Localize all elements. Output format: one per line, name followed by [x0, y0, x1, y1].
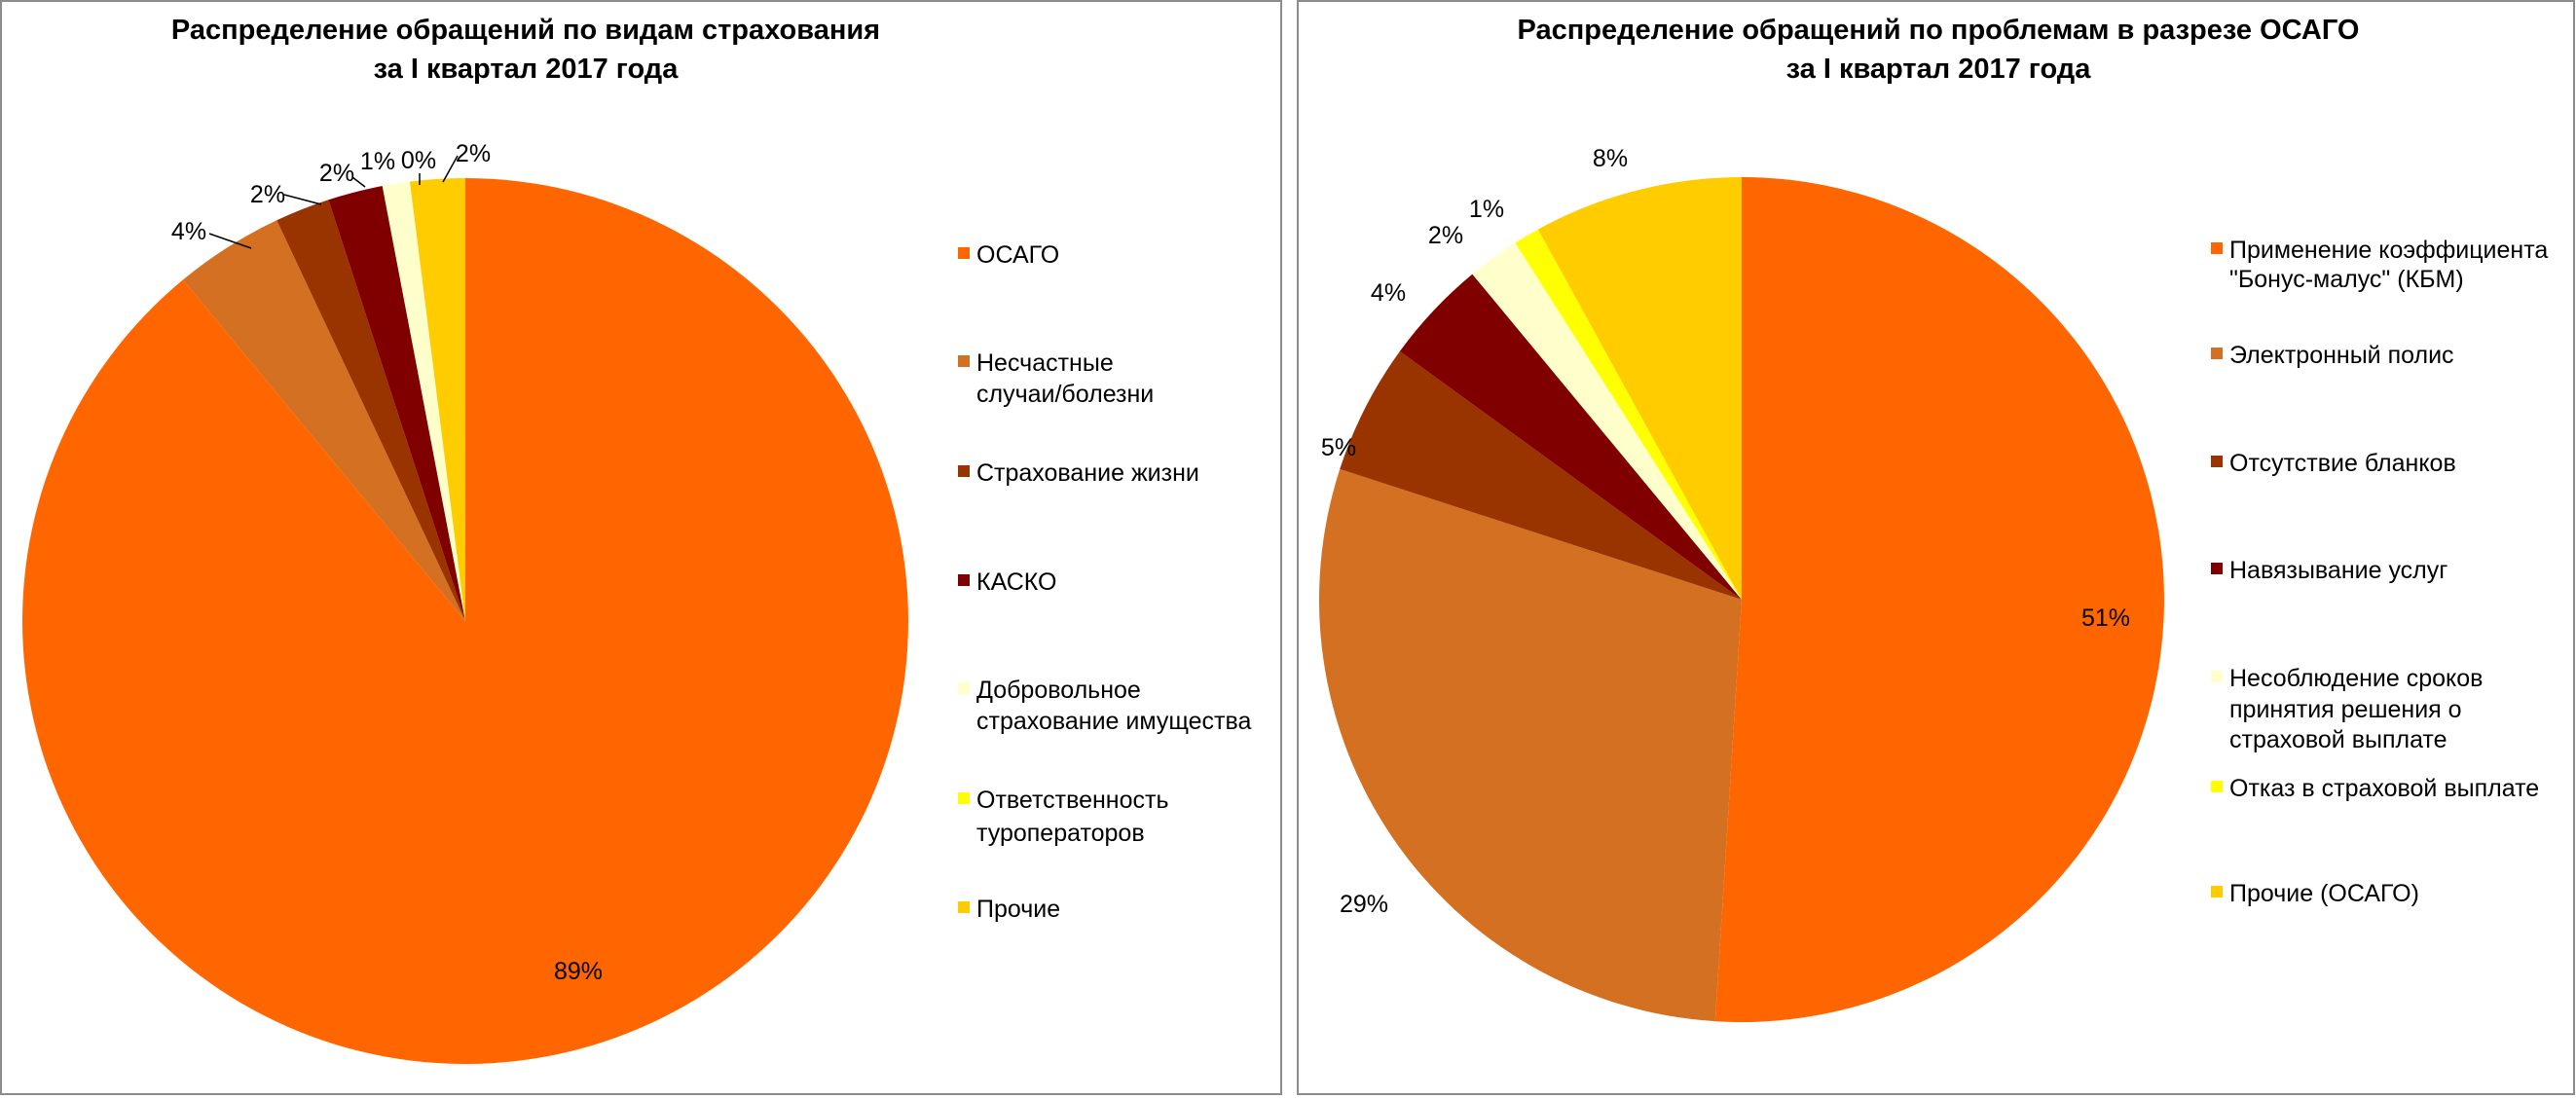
- chart-title-line-1: Распределение обращений по проблемам в р…: [1518, 15, 2360, 46]
- pie-slice[interactable]: [382, 181, 465, 621]
- legend-marker: [2211, 456, 2223, 467]
- pie-slice[interactable]: [21, 178, 908, 1065]
- legend-label: Страхование жизни: [976, 459, 1199, 487]
- pie-slice[interactable]: [1714, 177, 2165, 1022]
- legend-label: Несчастные: [976, 349, 1114, 377]
- pie-slice[interactable]: [1340, 350, 1742, 600]
- data-label: 2%: [1428, 222, 1463, 249]
- legend-item[interactable]: Ответственность туроператоров: [958, 787, 1169, 847]
- osago-problems-pie-chart: Распределение обращений по проблемам в р…: [1318, 15, 2548, 1022]
- legend-marker: [958, 355, 970, 367]
- legend-label: Навязывание услуг: [2229, 557, 2447, 584]
- legend-item[interactable]: Прочие (ОСАГО): [2211, 880, 2419, 907]
- legend-label: Прочие: [976, 896, 1060, 923]
- legend-label: Отсутствие бланков: [2229, 450, 2456, 477]
- pie-slice[interactable]: [1537, 177, 1742, 600]
- legend-label: Несоблюдение сроков: [2229, 665, 2483, 692]
- legend-label: страхование имущества: [976, 708, 1251, 735]
- legend-label: Отказ в страховой выплате: [2229, 775, 2539, 802]
- legend-item[interactable]: Прочие: [958, 896, 1060, 923]
- data-label: 0%: [401, 147, 436, 174]
- legend-label: туроператоров: [976, 820, 1145, 847]
- pie-slice[interactable]: [1318, 468, 1742, 1022]
- chart-title-line-2: за I квартал 2017 года: [1786, 54, 2092, 85]
- legend-marker: [2211, 671, 2223, 682]
- data-label: 1%: [360, 148, 395, 175]
- legend-label: ОСАГО: [976, 241, 1059, 269]
- legend-label: Применение коэффициента: [2229, 237, 2548, 264]
- insurance-types-pie-chart: Распределение обращений по видам страхов…: [21, 15, 1251, 1065]
- pie-slice[interactable]: [1399, 274, 1742, 600]
- legend-marker: [2211, 563, 2223, 574]
- legend-marker: [958, 465, 970, 477]
- legend-label: случаи/болезни: [976, 381, 1154, 408]
- pie-slice[interactable]: [276, 200, 465, 621]
- pie-slice[interactable]: [409, 178, 465, 621]
- data-label: 51%: [2081, 604, 2130, 632]
- legend-label: принятия решения о: [2229, 696, 2462, 723]
- legend-label: Прочие (ОСАГО): [2229, 880, 2419, 907]
- legend-item[interactable]: Применение коэффициента"Бонус-малус" (КБ…: [2211, 237, 2548, 293]
- legend-item[interactable]: Отказ в страховой выплате: [2211, 775, 2539, 802]
- legend-item[interactable]: Навязывание услуг: [2211, 557, 2447, 584]
- label-leader-line: [283, 194, 322, 205]
- legend-item[interactable]: Отсутствие бланков: [2211, 450, 2456, 477]
- data-label: 2%: [250, 181, 285, 208]
- chart-title-line-2: за I квартал 2017 года: [374, 54, 680, 85]
- data-label: 89%: [554, 958, 603, 985]
- legend-label: Ответственность: [976, 787, 1169, 814]
- data-label: 29%: [1340, 891, 1388, 918]
- legend-marker: [958, 682, 970, 694]
- legend-marker: [2211, 348, 2223, 359]
- legend-item[interactable]: Страхование жизни: [958, 459, 1199, 487]
- pie-slice[interactable]: [182, 220, 465, 621]
- label-leader-line: [442, 155, 459, 183]
- legend-marker: [958, 247, 970, 259]
- legend-item[interactable]: ОСАГО: [958, 241, 1059, 269]
- pie-slice[interactable]: [1515, 229, 1742, 600]
- pie-slice[interactable]: [1472, 242, 1742, 600]
- pie-slice[interactable]: [328, 186, 465, 621]
- data-label: 1%: [1469, 196, 1504, 223]
- legend-marker: [2211, 781, 2223, 792]
- legend-label: "Бонус-малус" (КБМ): [2229, 266, 2464, 293]
- legend-item[interactable]: КАСКО: [958, 568, 1056, 596]
- legend-item[interactable]: Добровольное страхование имущества: [958, 677, 1251, 735]
- data-label: 4%: [1371, 279, 1406, 307]
- legend-item[interactable]: Несчастные случаи/болезни: [958, 349, 1154, 408]
- label-leader-line: [351, 176, 366, 188]
- data-label: 4%: [171, 218, 206, 245]
- chart-title-line-1: Распределение обращений по видам страхов…: [171, 15, 880, 46]
- legend-item[interactable]: Несоблюдение сроков принятия решения о стр…: [2211, 665, 2483, 753]
- legend-marker: [2211, 242, 2223, 254]
- data-label: 2%: [319, 160, 354, 187]
- legend-marker: [958, 574, 970, 586]
- data-label: 2%: [456, 140, 491, 167]
- data-label: 8%: [1593, 145, 1628, 172]
- legend-label: Электронный полис: [2229, 342, 2454, 369]
- legend-marker: [958, 901, 970, 913]
- legend-marker: [958, 792, 970, 804]
- legend-label: страховой выплате: [2229, 726, 2447, 753]
- data-label: 5%: [1321, 434, 1356, 461]
- legend-label: Добровольное: [976, 677, 1141, 704]
- label-leader-line: [208, 233, 252, 249]
- legend-item[interactable]: Электронный полис: [2211, 342, 2454, 369]
- legend-marker: [2211, 886, 2223, 898]
- legend-label: КАСКО: [976, 568, 1056, 596]
